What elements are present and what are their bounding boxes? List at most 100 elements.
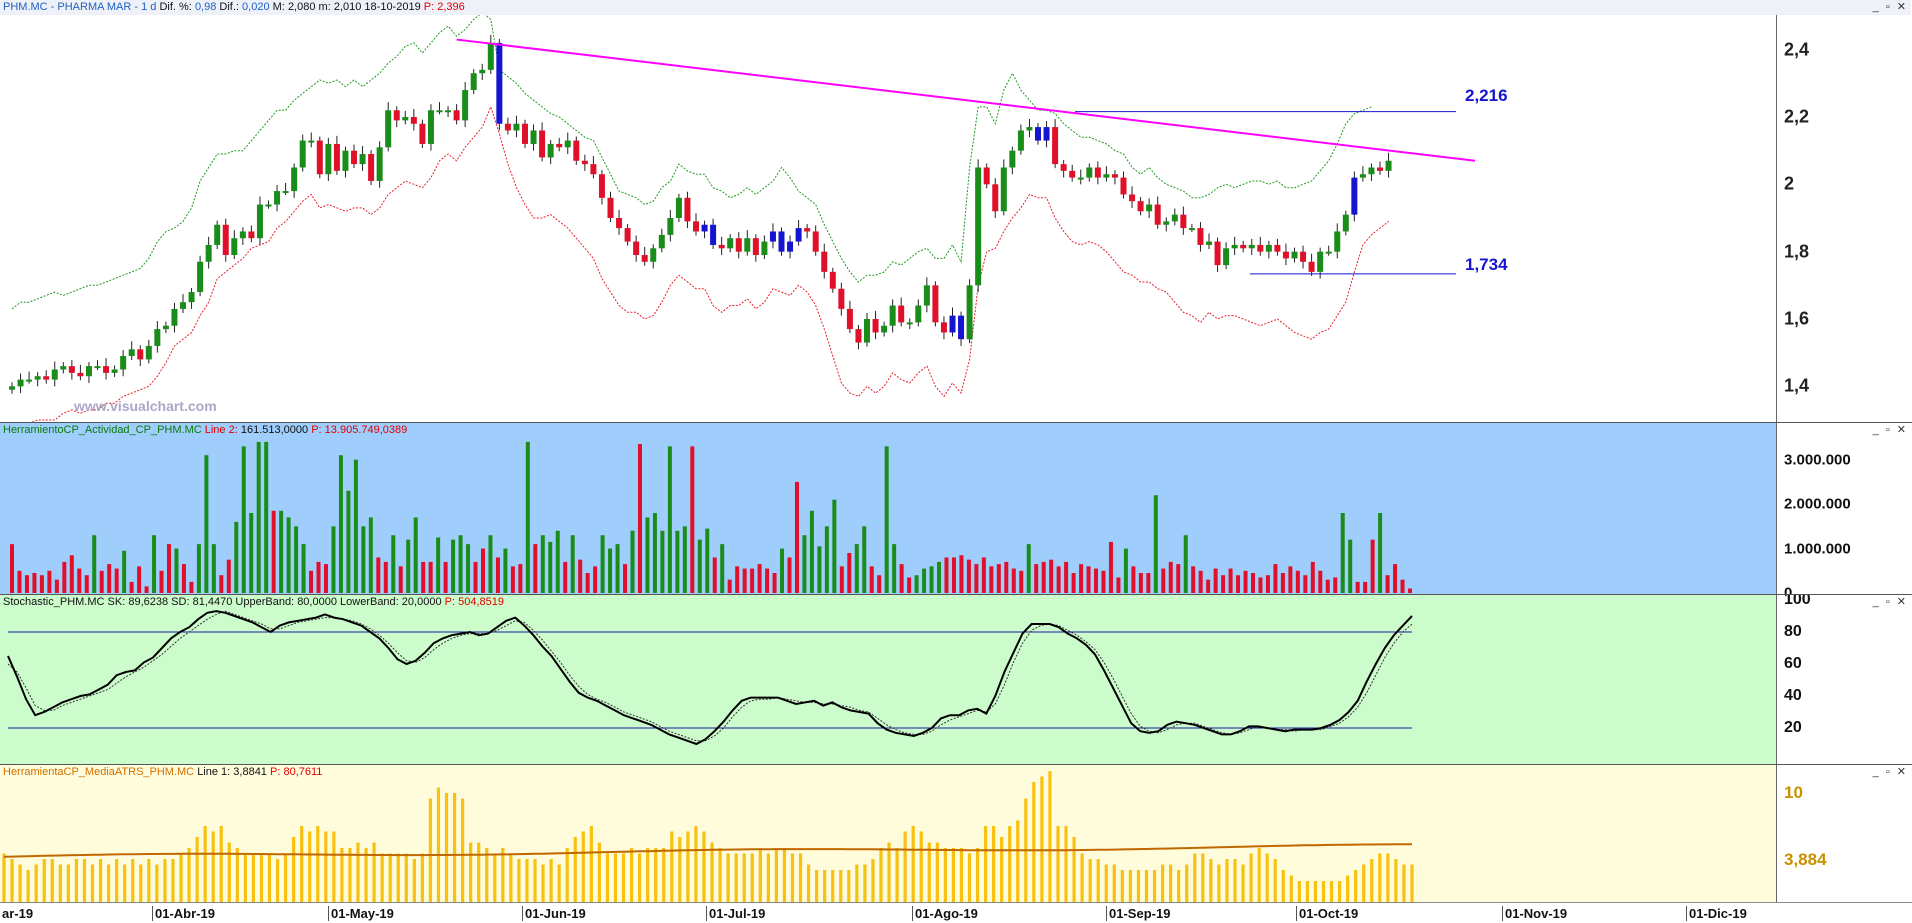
atr-bar bbox=[461, 798, 465, 903]
atr-bar bbox=[1329, 881, 1334, 903]
atr-bar bbox=[766, 853, 770, 903]
activity-bar bbox=[1408, 588, 1412, 593]
price-candle bbox=[1197, 228, 1204, 245]
atr-pane-window-controls[interactable]: _ ▫ ✕ bbox=[1872, 766, 1908, 778]
price-candle bbox=[889, 305, 896, 326]
price-candle bbox=[1325, 251, 1332, 254]
activity-bar bbox=[757, 564, 762, 593]
price-pane-header: PHM.MC - PHARMA MAR - 1 d Dif. %: 0,98 D… bbox=[0, 0, 1911, 15]
stochastic-chart[interactable] bbox=[0, 595, 1776, 765]
atr-bar bbox=[1160, 864, 1165, 903]
price-axis-tick: 1,8 bbox=[1784, 241, 1810, 262]
atr-bar bbox=[975, 848, 980, 903]
atr-bar bbox=[139, 864, 143, 903]
price-chart[interactable] bbox=[0, 0, 1776, 422]
atr-bar bbox=[436, 787, 441, 903]
atr-bar bbox=[654, 848, 658, 903]
price-pane-window-controls[interactable]: _ ▫ ✕ bbox=[1872, 1, 1908, 13]
activity-bar bbox=[869, 566, 874, 593]
atr-pane[interactable]: HerramientaCP_MediaATRS_PHM.MC Line 1: 3… bbox=[0, 764, 1912, 903]
activity-bar bbox=[1138, 573, 1143, 593]
atr-chart[interactable] bbox=[0, 765, 1776, 903]
activity-bar bbox=[353, 459, 358, 593]
price-pane[interactable]: PHM.MC - PHARMA MAR - 1 d Dif. %: 0,98 D… bbox=[0, 0, 1912, 422]
activity-bar bbox=[809, 510, 814, 593]
atr-bar bbox=[597, 842, 601, 903]
activity-chart[interactable] bbox=[0, 423, 1776, 595]
atr-bar bbox=[74, 859, 79, 903]
activity-bar bbox=[159, 570, 164, 593]
atr-bar bbox=[131, 859, 135, 903]
symbol-label: PHM.MC - PHARMA MAR - 1 d bbox=[3, 1, 157, 13]
price-candle bbox=[616, 218, 623, 229]
atr-bar bbox=[774, 848, 778, 903]
stochastic-pane-window-controls[interactable]: _ ▫ ✕ bbox=[1872, 596, 1908, 608]
activity-bar bbox=[1049, 559, 1054, 593]
atr-bar bbox=[380, 853, 384, 903]
atr-bar bbox=[1233, 859, 1237, 903]
price-candle bbox=[658, 234, 665, 249]
activity-bar bbox=[152, 535, 157, 593]
price-candle bbox=[1291, 251, 1298, 259]
activity-bar bbox=[780, 548, 785, 593]
atr-bar bbox=[227, 842, 231, 903]
activity-bar bbox=[323, 564, 328, 593]
activity-bar bbox=[862, 526, 867, 593]
atr-bar bbox=[428, 798, 433, 903]
atr-bar bbox=[155, 864, 159, 903]
activity-bar bbox=[667, 446, 672, 593]
atr-bar bbox=[613, 853, 618, 903]
activity-bar bbox=[391, 535, 396, 593]
activity-bar bbox=[682, 526, 687, 593]
atr-bar bbox=[203, 826, 207, 903]
activity-pane-window-controls[interactable]: _ ▫ ✕ bbox=[1872, 424, 1908, 436]
atr-indicator-name: HerramientaCP_MediaATRS_PHM.MC bbox=[3, 766, 195, 778]
price-candle bbox=[556, 143, 563, 148]
activity-axis-tick: 2.000.000 bbox=[1784, 495, 1851, 513]
activity-bar bbox=[1310, 561, 1315, 593]
price-candle bbox=[881, 325, 888, 333]
atr-bar bbox=[742, 853, 746, 903]
atr-bar bbox=[983, 826, 988, 903]
activity-bar bbox=[189, 581, 194, 593]
atr-bar bbox=[115, 859, 119, 903]
price-candle bbox=[684, 197, 691, 222]
activity-bar bbox=[174, 548, 179, 593]
activity-bar bbox=[630, 530, 635, 593]
atr-bar bbox=[444, 793, 449, 903]
activity-pane[interactable]: HerramientoCP_Actividad_CP_PHM.MC Line 2… bbox=[0, 422, 1912, 595]
atr-bar bbox=[879, 848, 883, 903]
price-axis-tick: 1,4 bbox=[1784, 375, 1810, 396]
activity-bar bbox=[1385, 575, 1390, 593]
price-candle bbox=[975, 167, 982, 286]
activity-bar bbox=[10, 544, 14, 593]
activity-bar bbox=[1355, 581, 1360, 593]
price-axis-tick: 2,2 bbox=[1784, 106, 1810, 127]
atr-bar bbox=[26, 870, 30, 903]
activity-bar bbox=[847, 553, 852, 593]
price-candle bbox=[710, 224, 717, 245]
atr-bar bbox=[1000, 837, 1004, 903]
activity-bar bbox=[361, 526, 366, 593]
date-axis-label: 01-Jun-19 bbox=[522, 906, 586, 921]
price-candle bbox=[308, 140, 315, 143]
activity-bar bbox=[824, 526, 829, 593]
price-candle bbox=[949, 315, 956, 333]
atr-bar bbox=[1217, 864, 1221, 903]
atr-bar bbox=[18, 864, 22, 903]
stoch-sd-value: 81,4470 bbox=[192, 596, 233, 608]
atr-bar bbox=[509, 853, 513, 903]
price-axis-tick: 1,6 bbox=[1784, 308, 1810, 329]
price-candle bbox=[1342, 214, 1349, 232]
price-candle bbox=[1282, 251, 1289, 259]
activity-bar bbox=[1011, 568, 1016, 593]
price-candle bbox=[1240, 244, 1247, 249]
activity-bar bbox=[929, 566, 934, 593]
activity-bar bbox=[54, 579, 59, 593]
atr-bar bbox=[1378, 853, 1382, 903]
stoch-axis-tick: 20 bbox=[1784, 719, 1802, 736]
stochastic-pane[interactable]: Stochastic_PHM.MC SK: 89,6238 SD: 81,447… bbox=[0, 594, 1912, 765]
activity-bar bbox=[525, 441, 530, 593]
activity-bar bbox=[1086, 566, 1091, 593]
atr-bar bbox=[517, 859, 521, 903]
